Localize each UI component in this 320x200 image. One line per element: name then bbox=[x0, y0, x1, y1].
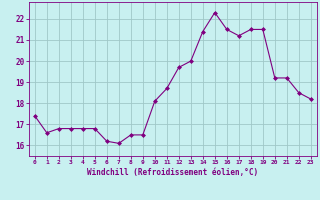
X-axis label: Windchill (Refroidissement éolien,°C): Windchill (Refroidissement éolien,°C) bbox=[87, 168, 258, 177]
